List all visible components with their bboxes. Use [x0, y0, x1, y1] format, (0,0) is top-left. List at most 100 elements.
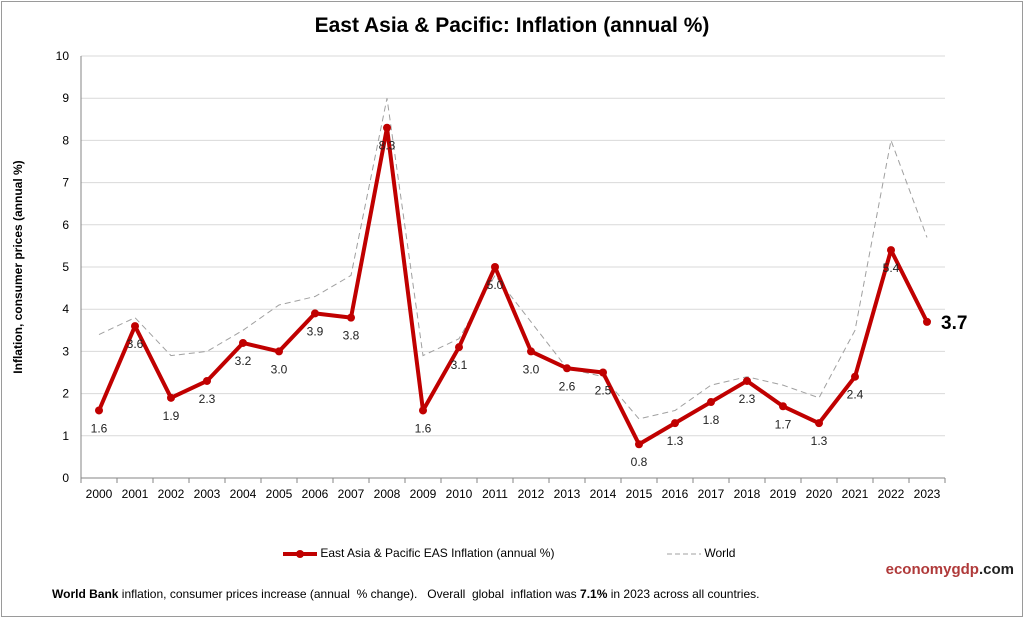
- data-label: 3.2: [235, 354, 252, 368]
- brand-part1: economy: [885, 561, 952, 578]
- brand-part3: .com: [978, 561, 1014, 578]
- y-tick-label: 7: [62, 176, 69, 190]
- data-point-eas: [671, 419, 679, 428]
- x-tick-label: 2010: [446, 487, 473, 501]
- data-point-eas: [635, 440, 643, 449]
- series-line-eas: [97, 125, 929, 447]
- data-label: 0.8: [631, 455, 648, 469]
- data-point-eas: [491, 263, 499, 271]
- data-point-eas: [851, 372, 859, 381]
- footer-bold-value: 7.1%: [580, 587, 608, 601]
- legend-swatch-eas: [283, 549, 317, 558]
- x-tick-label: 2021: [842, 487, 869, 501]
- data-label: 1.6: [415, 421, 432, 435]
- x-tick-label: 2007: [338, 487, 365, 501]
- data-label: 5.0: [487, 278, 504, 292]
- x-tick-label: 2012: [518, 487, 545, 501]
- data-label: 1.8: [703, 413, 720, 427]
- data-label: 1.9: [163, 409, 180, 423]
- data-label: 1.3: [667, 434, 684, 448]
- data-point-eas: [95, 406, 103, 415]
- data-point-eas: [923, 317, 931, 326]
- y-tick-label: 3: [62, 344, 69, 358]
- y-tick-label: 2: [62, 387, 69, 401]
- y-tick-label: 0: [62, 471, 69, 485]
- legend-item-world: World: [667, 546, 735, 561]
- x-tick-label: 2013: [554, 487, 581, 501]
- data-label: 2.5: [595, 384, 612, 398]
- x-tick-label: 2018: [734, 487, 761, 501]
- y-tick-label: 6: [62, 218, 69, 232]
- legend-label-eas: East Asia & Pacific EAS Inflation (annua…: [320, 546, 555, 560]
- x-tick-label: 2009: [410, 487, 437, 501]
- x-tick-label: 2003: [194, 487, 221, 501]
- x-tick-label: 2019: [770, 487, 797, 501]
- x-tick-label: 2008: [374, 487, 401, 501]
- footer-text2: in 2023 across all countries.: [607, 587, 760, 601]
- x-tick-label: 2014: [590, 487, 617, 501]
- brand-logo[interactable]: economygdp.com: [886, 561, 1014, 578]
- footer-text1: inflation, consumer prices increase (ann…: [118, 587, 581, 601]
- y-tick-label: 10: [56, 49, 70, 63]
- series-line-world: [98, 98, 928, 420]
- data-point-eas: [887, 246, 895, 255]
- data-label: 1.3: [811, 434, 828, 448]
- footer-bold-source: World Bank: [52, 587, 119, 601]
- x-tick-label: 2011: [482, 487, 508, 501]
- data-label: 1.6: [91, 421, 108, 435]
- footer-note: World Bank inflation, consumer prices in…: [52, 587, 759, 601]
- x-tick-label: 2004: [230, 487, 257, 501]
- data-point-eas: [599, 368, 607, 377]
- data-point-eas: [311, 309, 319, 318]
- y-tick-label: 1: [62, 429, 69, 443]
- x-tick-label: 2002: [158, 487, 185, 501]
- data-point-eas: [239, 338, 247, 347]
- x-tick-label: 2000: [86, 487, 113, 501]
- data-label: 2.3: [739, 392, 756, 406]
- data-point-eas: [347, 313, 355, 322]
- data-label: 3.6: [127, 337, 144, 351]
- x-tick-label: 2016: [662, 487, 689, 501]
- data-point-eas: [563, 364, 571, 373]
- data-point-eas: [203, 376, 211, 385]
- data-label: 2.6: [559, 379, 576, 393]
- data-label: 3.0: [523, 362, 540, 376]
- x-tick-label: 2015: [626, 487, 653, 501]
- x-tick-label: 2022: [878, 487, 905, 501]
- data-point-eas: [131, 322, 139, 331]
- legend-label-world: World: [704, 546, 736, 560]
- x-tick-label: 2017: [698, 487, 725, 501]
- data-label: 5.4: [883, 261, 900, 275]
- data-label: 3.9: [307, 324, 324, 338]
- data-point-eas: [707, 398, 715, 407]
- data-label: 3.8: [343, 329, 360, 343]
- data-label: 2.3: [199, 392, 216, 406]
- brand-part2: gdp: [951, 561, 979, 578]
- data-point-eas: [419, 406, 427, 415]
- x-tick-label: 2020: [806, 487, 833, 501]
- y-axis-label: Inflation, consumer prices (annual %): [11, 160, 25, 373]
- data-point-eas: [167, 393, 175, 402]
- legend-swatch-world: [667, 553, 701, 555]
- chart-title: East Asia & Pacific: Inflation (annual %…: [314, 14, 710, 37]
- x-tick-label: 2001: [122, 487, 149, 501]
- data-label: 3.0: [271, 362, 288, 376]
- y-tick-label: 4: [62, 302, 69, 316]
- data-label: 2.4: [847, 388, 864, 402]
- x-tick-label: 2005: [266, 487, 293, 501]
- data-label-last: 3.7: [941, 313, 967, 334]
- data-label: 3.1: [451, 358, 468, 372]
- x-tick-label: 2023: [914, 487, 941, 501]
- data-point-eas: [455, 343, 463, 352]
- data-point-eas: [383, 123, 391, 132]
- legend-item-eas: East Asia & Pacific EAS Inflation (annua…: [283, 546, 554, 561]
- x-tick-label: 2006: [302, 487, 329, 501]
- data-point-eas: [743, 376, 751, 385]
- data-point-eas: [275, 347, 283, 356]
- data-label: 1.7: [775, 417, 792, 431]
- y-tick-label: 8: [62, 133, 69, 147]
- data-label: 8.3: [379, 139, 396, 153]
- data-point-eas: [527, 347, 535, 356]
